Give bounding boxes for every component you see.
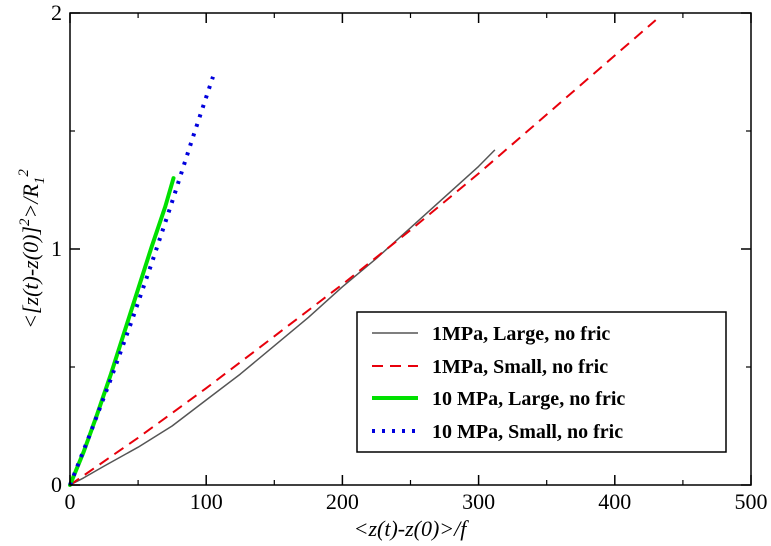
y-axis-label-sup-1: 2 (17, 218, 33, 226)
y-axis-label: <[z(t)-z(0)]2>/R12 (16, 169, 48, 329)
x-tick-label: 500 (735, 489, 768, 514)
y-tick-label: 2 (51, 0, 62, 25)
x-tick-label: 100 (190, 489, 223, 514)
x-tick-label: 200 (326, 489, 359, 514)
x-axis-label: <z(t)-z(0)>/f (354, 516, 470, 541)
y-axis-label-sup-2: 2 (16, 169, 32, 177)
y-axis-label-sub: 1 (32, 177, 48, 185)
series-1mpa-large (69, 149, 496, 486)
x-tick-label: 0 (65, 489, 76, 514)
y-axis-label-group: <[z(t)-z(0)]2>/R12 (16, 169, 48, 329)
x-tick-label: 400 (598, 489, 631, 514)
legend-label-1mpa-small: 1MPa, Small, no fric (432, 356, 608, 378)
y-axis-label-part-2: >/R (18, 184, 43, 219)
series-10mpa-large (68, 176, 176, 487)
legend-label-1mpa-large: 1MPa, Large, no fric (432, 323, 610, 345)
legend-label-10mpa-small: 10 MPa, Small, no fric (432, 421, 623, 443)
legend-box (356, 311, 727, 453)
legend-label-10mpa-large: 10 MPa, Large, no fric (432, 388, 625, 410)
y-tick-label: 0 (51, 472, 62, 497)
tick-layer: 0 100 200 300 400 500 0 1 2 (51, 0, 768, 514)
series-1mpa-small (69, 19, 657, 486)
series-layer (68, 19, 657, 487)
y-axis-label-part-1: <[z(t)-z(0)] (18, 226, 43, 329)
y-tick-label: 1 (51, 236, 62, 261)
x-tick-label: 300 (462, 489, 495, 514)
legend: 1MPa, Large, no fric 1MPa, Small, no fri… (356, 311, 727, 453)
